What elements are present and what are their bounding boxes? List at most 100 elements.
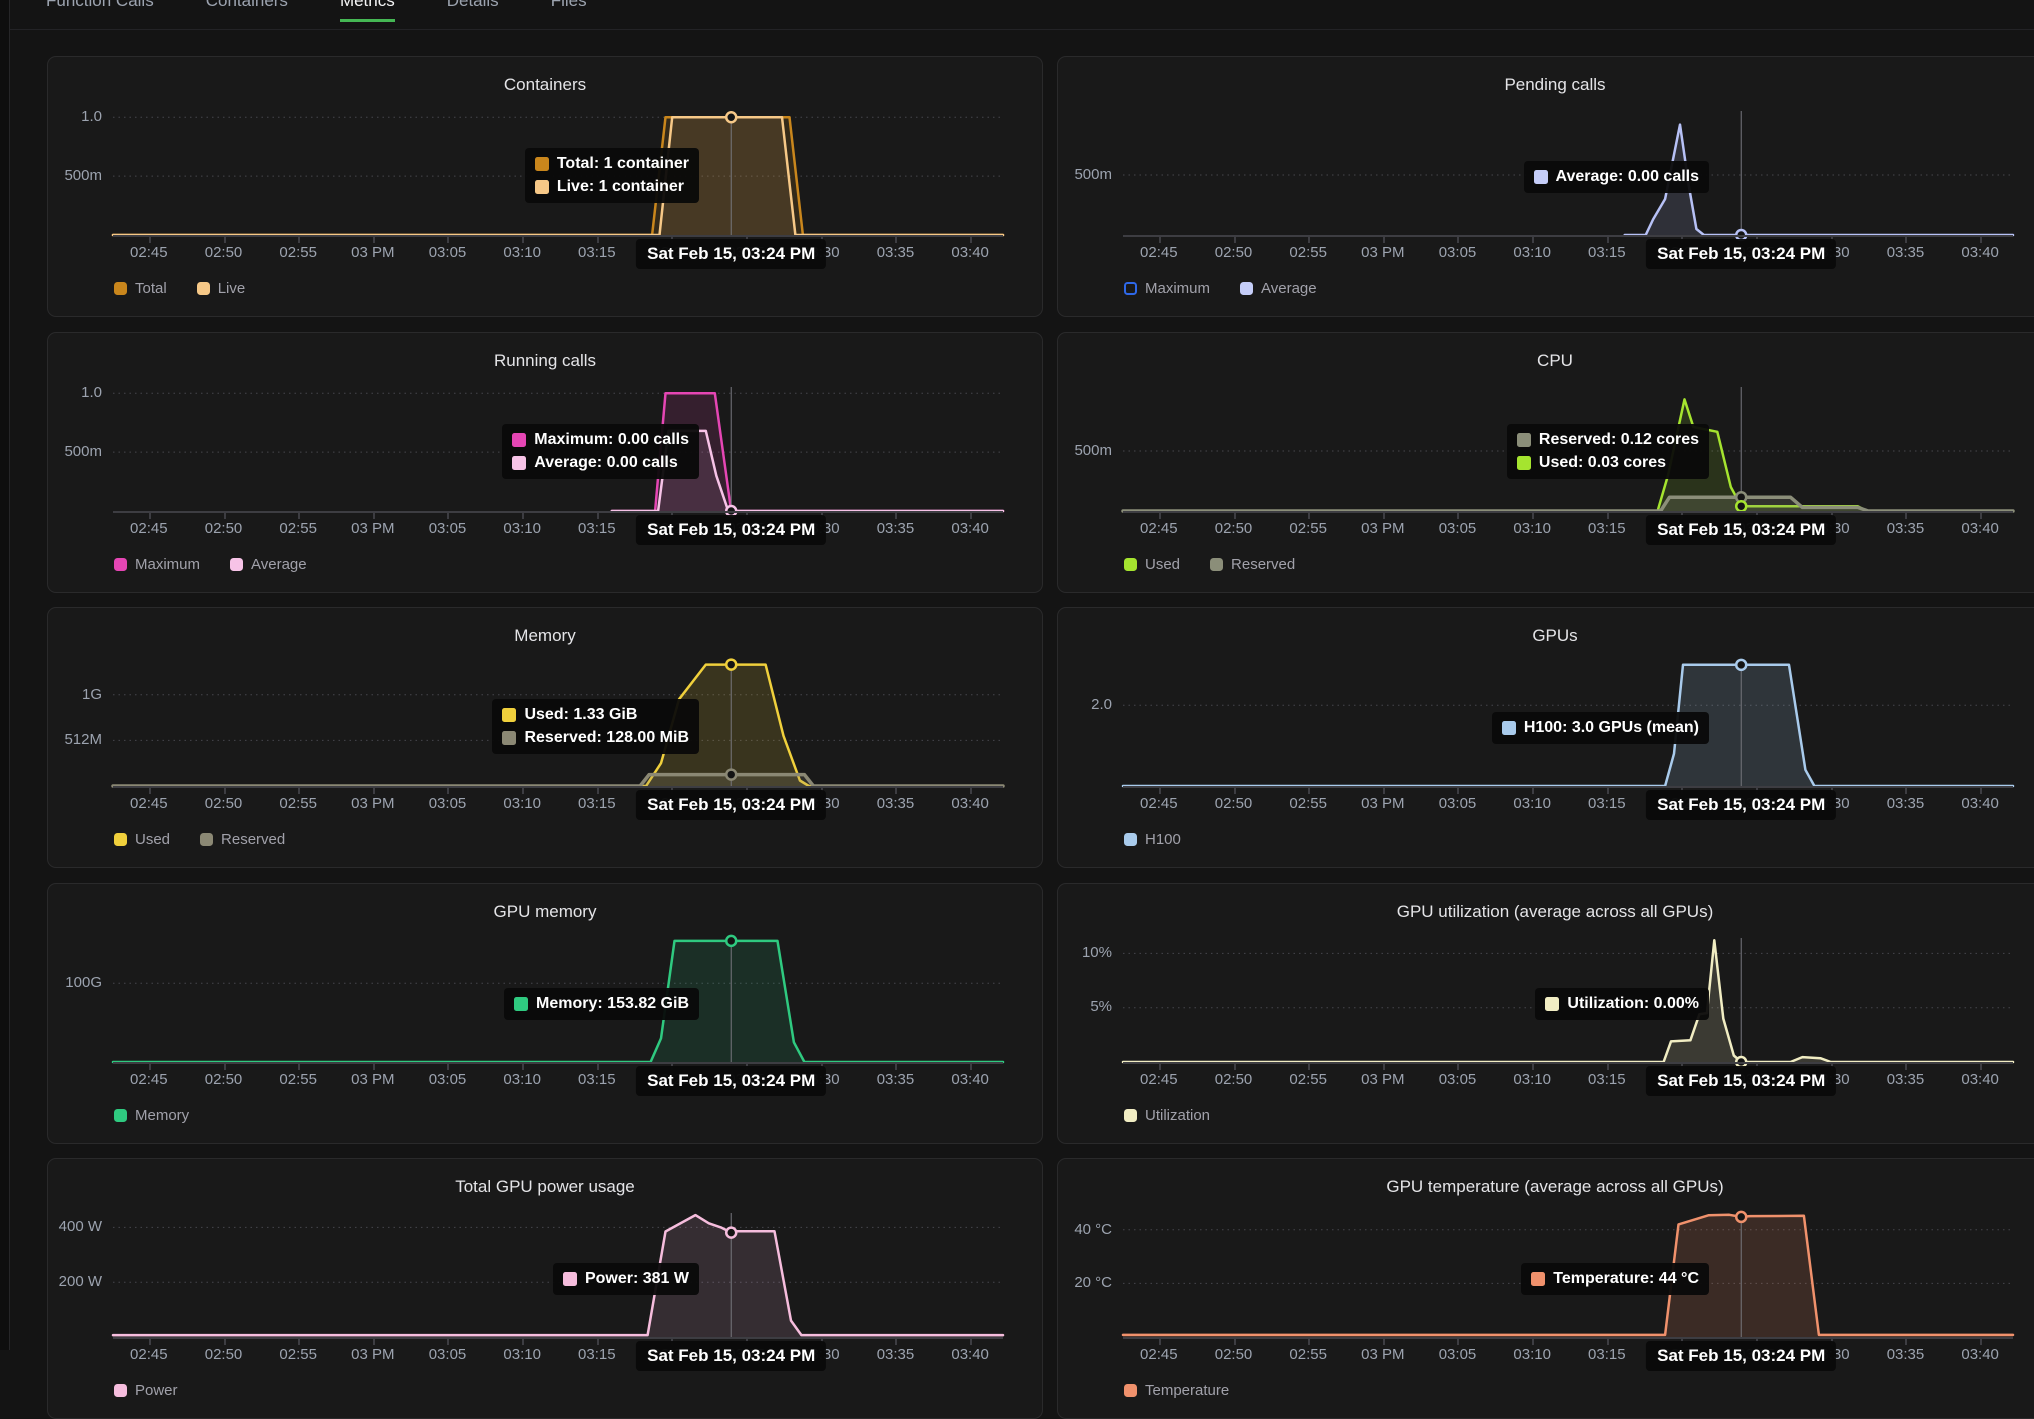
hover-marker	[1734, 658, 1748, 672]
tab-bar-divider	[10, 29, 2034, 30]
legend-item-total[interactable]: Total	[114, 280, 167, 297]
tooltip-value-text: Average: 0.00 calls	[534, 453, 678, 471]
metrics-chart-grid: Containers 1.0 500m 02:45 02:50 02:55 03 PM 03:…	[47, 56, 2034, 1419]
hover-date-tooltip: Sat Feb 15, 03:24 PM	[1646, 514, 1837, 545]
x-axis-label: 03:10	[1513, 1070, 1551, 1088]
value-tooltip: Reserved: 0.12 cores Used: 0.03 cores	[1506, 423, 1709, 479]
x-axis-label: 03:15	[1588, 795, 1626, 812]
tooltip-value-text: Utilization: 0.00%	[1567, 994, 1699, 1012]
legend-item-reserved[interactable]: Reserved	[1210, 556, 1295, 573]
x-axis-line	[113, 786, 1003, 788]
tooltip-row: Reserved: 0.12 cores	[1516, 431, 1699, 449]
legend-label: Used	[1145, 555, 1181, 573]
tooltip-row: Reserved: 128.00 MiB	[502, 729, 689, 747]
x-axis-tick	[447, 1339, 450, 1345]
x-axis-tick	[596, 237, 599, 243]
x-axis-tick	[1457, 1063, 1460, 1070]
y-axis-label: 500m	[1074, 166, 1112, 183]
x-axis-label: 03:15	[578, 519, 616, 537]
value-tooltip: Used: 1.33 GiB Reserved: 128.00 MiB	[492, 699, 699, 754]
chart-legend: Memory	[114, 1107, 189, 1124]
x-axis-tick	[1905, 1339, 1908, 1345]
series-color-swatch-icon	[1516, 432, 1531, 447]
chart-title: GPU utilization (average across all GPUs…	[1396, 901, 1714, 921]
legend-swatch-icon	[200, 833, 214, 846]
chart-legend: Utilization	[1124, 1107, 1210, 1124]
chart-legend: Maximum Average	[114, 556, 307, 573]
chart-plot-area[interactable]	[111, 1211, 1005, 1337]
legend-swatch-icon	[196, 282, 210, 295]
legend-item-maximum[interactable]: Maximum	[1124, 280, 1210, 297]
legend-item-power[interactable]: Power	[114, 1382, 178, 1399]
tab-files[interactable]: Files	[550, 0, 587, 10]
hover-marker	[1734, 1210, 1748, 1224]
x-axis-label: 02:50	[204, 519, 243, 537]
legend-swatch-icon	[114, 1108, 127, 1122]
x-axis-tick	[1308, 237, 1311, 243]
series-color-swatch-icon	[512, 455, 527, 470]
x-axis-tick	[596, 788, 599, 794]
page-left-gutter	[0, 0, 9, 1350]
x-axis-tick	[1980, 1063, 1983, 1070]
legend-item-utilization[interactable]: Utilization	[1124, 1107, 1210, 1124]
legend-item-average[interactable]: Average	[1240, 280, 1317, 297]
x-axis-label: 03:15	[1588, 1346, 1626, 1363]
legend-label: Maximum	[135, 555, 201, 573]
x-axis-label: 03:05	[1438, 1070, 1477, 1088]
x-axis-tick	[1308, 1063, 1311, 1070]
tooltip-row: Utilization: 0.00%	[1545, 995, 1699, 1013]
legend-label: Used	[135, 831, 171, 848]
chart-plot-area[interactable]	[111, 934, 1005, 1063]
x-axis-tick	[148, 237, 151, 243]
legend-item-reserved[interactable]: Reserved	[200, 831, 285, 848]
legend-item-average[interactable]: Average	[230, 556, 307, 573]
chart-plot-area[interactable]	[1121, 658, 2015, 788]
tab-function-calls[interactable]: Function Calls	[46, 0, 154, 10]
chart-card-running-calls: Running calls 1.0 500m 02:45 02:50 02:55 03 PM…	[47, 331, 1043, 593]
x-axis-label: 03 PM	[1361, 244, 1405, 261]
legend-item-h100[interactable]: H100	[1124, 831, 1181, 848]
legend-label: Average	[251, 555, 307, 573]
x-axis-label: 02:45	[1140, 519, 1178, 537]
tab-metrics[interactable]: Metrics	[339, 0, 395, 22]
x-axis-label: 03:05	[1438, 1346, 1477, 1363]
chart-legend: Maximum Average	[1124, 280, 1317, 297]
x-axis-tick	[447, 788, 450, 794]
x-axis-tick	[298, 1339, 301, 1345]
x-axis-label: 03:05	[428, 244, 467, 261]
series-fill-total	[113, 117, 1003, 235]
value-tooltip: Total: 1 container Live: 1 container	[524, 148, 699, 203]
legend-item-maximum[interactable]: Maximum	[114, 556, 200, 573]
chart-legend: Used Reserved	[114, 831, 285, 848]
tooltip-row: Power: 381 W	[562, 1270, 689, 1288]
x-axis-label: 03:15	[578, 244, 616, 261]
legend-item-used[interactable]: Used	[1124, 556, 1180, 573]
series-color-swatch-icon	[534, 180, 549, 194]
x-axis-tick	[1233, 237, 1236, 243]
legend-label: Temperature	[1145, 1382, 1230, 1399]
x-axis-tick	[1457, 788, 1460, 794]
x-axis-tick	[298, 1063, 301, 1070]
x-axis-tick	[1457, 237, 1460, 243]
x-axis-label: 03:40	[1961, 795, 1999, 812]
chart-legend: Used Reserved	[1124, 556, 1295, 573]
y-axis-label: 400 W	[58, 1218, 102, 1236]
x-axis-tick	[148, 1339, 151, 1345]
chart-plot-area[interactable]	[1121, 385, 2015, 513]
value-tooltip: Power: 381 W	[552, 1263, 699, 1295]
x-axis-tick	[298, 788, 301, 794]
legend-item-live[interactable]: Live	[196, 280, 245, 297]
x-axis-label: 02:55	[1289, 1346, 1327, 1363]
x-axis-label: 02:55	[1289, 1070, 1327, 1088]
x-axis-tick	[1980, 512, 1983, 519]
legend-item-used[interactable]: Used	[114, 831, 170, 848]
legend-swatch-icon	[114, 282, 127, 295]
tab-details[interactable]: Details	[446, 0, 499, 10]
tab-containers[interactable]: Containers	[205, 0, 288, 10]
legend-item-memory[interactable]: Memory	[114, 1107, 189, 1124]
legend-item-temperature[interactable]: Temperature	[1124, 1382, 1229, 1399]
x-axis-tick	[1532, 512, 1535, 519]
legend-swatch-icon	[1210, 557, 1224, 571]
x-axis-tick	[1308, 1339, 1311, 1345]
x-axis-tick	[223, 1063, 226, 1070]
